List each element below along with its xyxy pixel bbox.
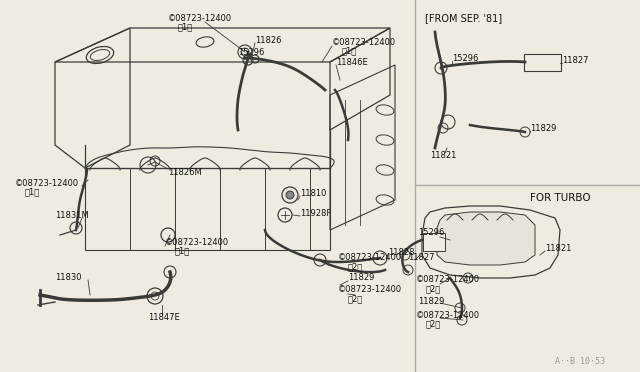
Text: 11829: 11829 [418, 298, 444, 307]
Text: 11828: 11828 [388, 247, 415, 257]
Text: ©08723-12400: ©08723-12400 [168, 13, 232, 22]
Text: 11829: 11829 [348, 273, 374, 282]
Text: 11928F: 11928F [300, 208, 332, 218]
Text: （2）: （2） [426, 285, 441, 294]
Text: ©08723-12400: ©08723-12400 [416, 311, 480, 320]
Text: A··B 10·53: A··B 10·53 [555, 357, 605, 366]
Text: 15296: 15296 [238, 48, 264, 57]
Polygon shape [437, 212, 535, 265]
Text: [FROM SEP. '81]: [FROM SEP. '81] [425, 13, 502, 23]
Text: FOR TURBO: FOR TURBO [530, 193, 591, 203]
Circle shape [286, 191, 294, 199]
Text: ©08723-12400: ©08723-12400 [15, 179, 79, 187]
Text: （1）: （1） [25, 187, 40, 196]
Text: ©08723-12400: ©08723-12400 [165, 237, 229, 247]
Bar [423, 233, 445, 251]
Text: ©08723-12400: ©08723-12400 [332, 38, 396, 46]
Text: 11821: 11821 [545, 244, 572, 253]
Text: 11810: 11810 [300, 189, 326, 198]
Text: （1）: （1） [342, 46, 357, 55]
Text: （2）: （2） [348, 295, 364, 304]
Text: （2）: （2） [348, 263, 364, 272]
Text: 11847E: 11847E [148, 314, 180, 323]
Text: 15296: 15296 [418, 228, 444, 237]
Text: （1）: （1） [175, 247, 190, 256]
FancyBboxPatch shape [524, 54, 561, 71]
Text: 11826M: 11826M [168, 167, 202, 176]
Text: ©08723-12400: ©08723-12400 [338, 253, 402, 263]
Text: 11846E: 11846E [336, 58, 368, 67]
Text: （2）: （2） [426, 320, 441, 328]
Text: 11827: 11827 [562, 55, 589, 64]
Text: 11830: 11830 [55, 273, 81, 282]
Text: 11826: 11826 [255, 35, 282, 45]
Text: 11821: 11821 [430, 151, 456, 160]
Polygon shape [422, 206, 560, 278]
Text: ©08723-12400: ©08723-12400 [416, 276, 480, 285]
Text: 11831M: 11831M [55, 211, 89, 219]
Text: 11829: 11829 [530, 124, 556, 132]
Text: 15296: 15296 [452, 54, 478, 62]
Text: 11827: 11827 [408, 253, 435, 263]
Polygon shape [55, 28, 390, 62]
Text: （1）: （1） [178, 22, 193, 32]
Text: ©08723-12400: ©08723-12400 [338, 285, 402, 295]
